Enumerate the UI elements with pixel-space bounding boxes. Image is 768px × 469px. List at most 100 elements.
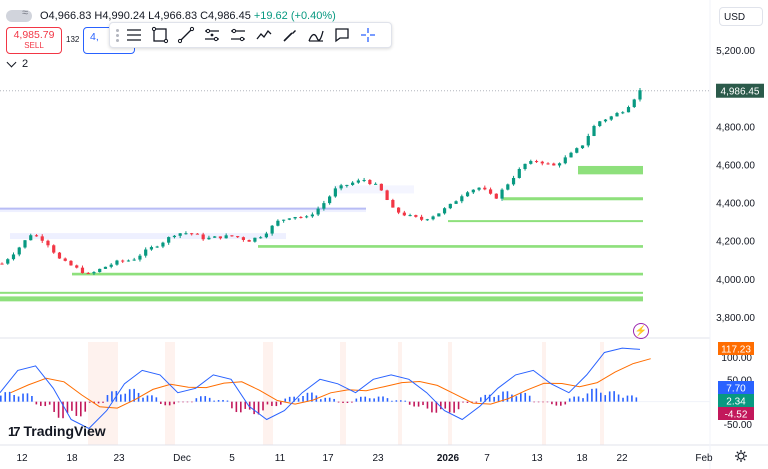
macd-hist-bar — [586, 393, 589, 402]
macd-hist-bar — [351, 401, 353, 403]
macd-hist-bar — [288, 396, 291, 402]
time-tick-label: 11 — [275, 453, 286, 464]
candle-body — [448, 203, 452, 209]
candle-body — [477, 187, 481, 190]
candle-body — [483, 187, 487, 190]
candle-body — [328, 196, 332, 204]
macd-hist-bar — [297, 398, 300, 402]
candle-body — [75, 265, 79, 268]
macd-hist-bar — [106, 395, 109, 402]
brush-icon[interactable] — [277, 24, 303, 46]
macd-value-tag-text: 2.34 — [726, 397, 746, 408]
measure-range-icon[interactable] — [225, 24, 251, 46]
horizontal-lines-icon[interactable] — [121, 24, 147, 46]
candle-body — [351, 182, 355, 185]
ohlc-high: H4,990.24 — [94, 10, 146, 22]
macd-hist-bar — [66, 401, 69, 413]
macd-hist-bar — [528, 395, 531, 402]
macd-hist-bar — [400, 400, 402, 402]
candle-body — [408, 215, 412, 217]
candle-body — [40, 236, 44, 241]
upper-zone-3 — [334, 185, 414, 194]
macd-hist-bar — [506, 391, 509, 402]
macd-hist-bar — [613, 391, 615, 402]
macd-hist-bar — [431, 401, 433, 413]
candle-body — [247, 239, 251, 242]
macd-hist-bar — [271, 401, 273, 406]
macd-hist-bar — [244, 401, 247, 409]
time-tick-label: 5 — [229, 453, 235, 464]
candle-body — [592, 125, 596, 136]
candle-body — [103, 266, 108, 269]
macd-tick-label: 50.00 — [727, 375, 752, 386]
macd-hist-bar — [142, 397, 144, 402]
zone-6 — [0, 291, 643, 294]
macd-hist-bar — [622, 397, 624, 402]
symbol-toggle-icon[interactable] — [6, 7, 32, 22]
toolbar-grip-icon[interactable] — [113, 26, 121, 44]
candle-body — [282, 219, 286, 221]
time-tick-label: 18 — [66, 453, 78, 464]
lightning-icon[interactable]: ⚡ — [633, 323, 649, 339]
candle-body — [259, 237, 263, 239]
curve-icon[interactable] — [303, 24, 329, 46]
macd-hist-bar — [128, 389, 131, 402]
path-icon[interactable] — [251, 24, 277, 46]
candle-body — [488, 189, 493, 194]
macd-hist-bar — [240, 401, 242, 413]
candle-body — [540, 161, 544, 164]
macd-hist-bar — [213, 400, 215, 402]
last-price-tag — [716, 83, 764, 98]
gear-icon[interactable] — [734, 449, 748, 463]
macd-hist-bar — [257, 401, 260, 415]
macd-hist-bar — [537, 401, 540, 403]
trend-line-icon[interactable] — [173, 24, 199, 46]
time-tick-label: Feb — [695, 453, 713, 464]
rectangle-icon[interactable] — [147, 24, 173, 46]
candle-body — [322, 203, 326, 209]
macd-value-tag — [718, 407, 754, 420]
candle-body — [419, 216, 424, 220]
note-icon[interactable] — [329, 24, 355, 46]
macd-hist-bar — [448, 401, 451, 413]
candle-body — [184, 233, 188, 235]
macd-tick-label: 100.00 — [721, 353, 752, 364]
candle-body — [500, 189, 504, 199]
time-tick-label: 23 — [372, 453, 384, 464]
macd-hist-bar — [546, 401, 549, 403]
macd-hist-bar — [22, 393, 24, 402]
macd-line — [0, 347, 641, 430]
macd-hist-bar — [333, 398, 335, 402]
macd-hist-bar — [604, 395, 607, 402]
macd-hist-bar — [555, 401, 558, 406]
indicator-count: 2 — [22, 58, 29, 70]
candle-body — [201, 234, 205, 240]
spread-value: 132 — [66, 35, 80, 44]
macd-hist-bar — [360, 396, 362, 402]
macd-hist-bar — [204, 396, 207, 402]
candle-body — [63, 258, 67, 261]
candle-body — [236, 236, 240, 238]
candle-body — [615, 113, 619, 117]
tradingview-logo: 17 TradingView — [8, 423, 106, 439]
sell-button[interactable]: 4,985.79 SELL — [6, 27, 62, 54]
candle-body — [396, 207, 401, 213]
macd-hist-bar — [377, 396, 380, 402]
candle-body — [276, 220, 280, 226]
currency-button[interactable]: USD — [719, 7, 763, 26]
macd-hist-bar — [364, 396, 367, 402]
zone-0 — [578, 165, 643, 175]
crosshair-icon[interactable] — [355, 24, 381, 46]
macd-hist-bar — [248, 401, 251, 410]
candle-body — [385, 190, 389, 201]
macd-hist-bar — [168, 401, 171, 406]
parallel-channel-icon[interactable] — [199, 24, 225, 46]
indicators-toggle[interactable]: 2 — [6, 57, 28, 71]
macd-hist-bar — [355, 398, 358, 402]
candle-body — [6, 259, 10, 264]
candle-body — [138, 255, 142, 260]
macd-hist-bar — [262, 401, 264, 411]
macd-hist-bar — [124, 393, 127, 402]
macd-hist-bar — [253, 401, 255, 415]
